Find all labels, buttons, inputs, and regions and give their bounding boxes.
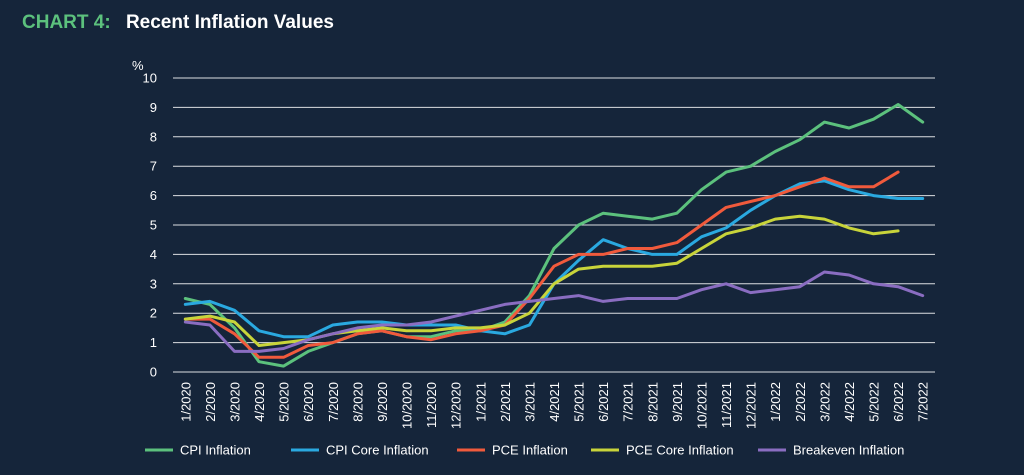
x-tick-label: 7/2021 <box>621 382 636 422</box>
x-tick-label: 6/2022 <box>891 382 906 422</box>
y-axis-ticks: 0 1 2 3 4 5 6 7 8 9 10 <box>143 71 157 380</box>
legend-item: PCE Inflation <box>457 443 568 458</box>
x-tick-label: 2/2022 <box>793 382 808 422</box>
y-tick-label: 8 <box>150 129 157 144</box>
x-tick-label: 6/2021 <box>596 382 611 422</box>
y-tick-label: 0 <box>150 365 157 380</box>
x-tick-label: 11/2021 <box>719 382 734 428</box>
legend-label: CPI Inflation <box>180 443 251 458</box>
series-line <box>183 103 925 368</box>
y-tick-label: 9 <box>150 100 157 115</box>
y-tick-label: 6 <box>150 188 157 203</box>
x-tick-label: 4/2020 <box>252 382 267 422</box>
legend: CPI Inflation CPI Core Inflation PCE Infla… <box>145 443 904 458</box>
x-tick-label: 11/2020 <box>424 382 439 428</box>
legend-label: PCE Inflation <box>492 443 568 458</box>
x-tick-label: 4/2021 <box>547 382 562 422</box>
legend-item: PCE Core Inflation <box>591 443 734 458</box>
y-tick-label: 1 <box>150 335 157 350</box>
x-tick-label: 4/2022 <box>842 382 857 422</box>
x-tick-label: 3/2020 <box>227 382 242 422</box>
x-tick-label: 6/2020 <box>301 382 316 422</box>
series-lines <box>183 103 925 368</box>
x-tick-label: 10/2021 <box>694 382 709 429</box>
series-line <box>183 270 925 353</box>
x-tick-label: 10/2020 <box>400 382 415 429</box>
series-line <box>183 170 900 359</box>
x-tick-label: 3/2022 <box>817 382 832 422</box>
x-tick-label: 1/2022 <box>768 382 783 422</box>
y-tick-label: 5 <box>150 218 157 233</box>
y-tick-label: 10 <box>143 71 157 86</box>
chart-title-prefix: CHART 4: <box>22 12 111 33</box>
x-tick-label: 7/2022 <box>916 382 931 422</box>
y-tick-label: 3 <box>150 276 157 291</box>
x-tick-label: 9/2020 <box>375 382 390 422</box>
x-tick-label: 12/2020 <box>449 382 464 429</box>
y-tick-label: 2 <box>150 306 157 321</box>
legend-item: CPI Inflation <box>145 443 251 458</box>
x-tick-label: 2/2021 <box>498 382 513 422</box>
x-tick-label: 5/2022 <box>867 382 882 422</box>
legend-label: CPI Core Inflation <box>326 443 429 458</box>
legend-item: Breakeven Inflation <box>758 443 904 458</box>
chart-title-main: Recent Inflation Values <box>125 12 334 33</box>
x-tick-label: 8/2021 <box>645 382 660 422</box>
y-tick-label: 7 <box>150 159 157 174</box>
x-tick-label: 3/2021 <box>522 382 537 422</box>
x-tick-label: 9/2021 <box>670 382 685 422</box>
x-tick-label: 5/2020 <box>277 382 292 422</box>
y-axis-unit-label: % <box>132 58 144 73</box>
chart-title: CHART 4: Recent Inflation Values <box>22 12 334 34</box>
legend-label: PCE Core Inflation <box>626 443 734 458</box>
legend-item: CPI Core Inflation <box>291 443 429 458</box>
x-axis-ticks: 1/2020 2/2020 3/2020 4/2020 5/2020 6/2020 7/20… <box>178 382 930 429</box>
y-tick-label: 4 <box>150 247 157 262</box>
x-tick-label: 5/2021 <box>572 382 587 422</box>
x-tick-label: 8/2020 <box>350 382 365 422</box>
legend-label: Breakeven Inflation <box>793 443 904 458</box>
gridlines <box>173 77 935 373</box>
x-tick-label: 7/2020 <box>326 382 341 422</box>
x-tick-label: 2/2020 <box>203 382 218 422</box>
x-tick-label: 1/2020 <box>178 382 193 422</box>
x-tick-label: 1/2021 <box>473 382 488 422</box>
x-tick-label: 12/2021 <box>744 382 759 429</box>
